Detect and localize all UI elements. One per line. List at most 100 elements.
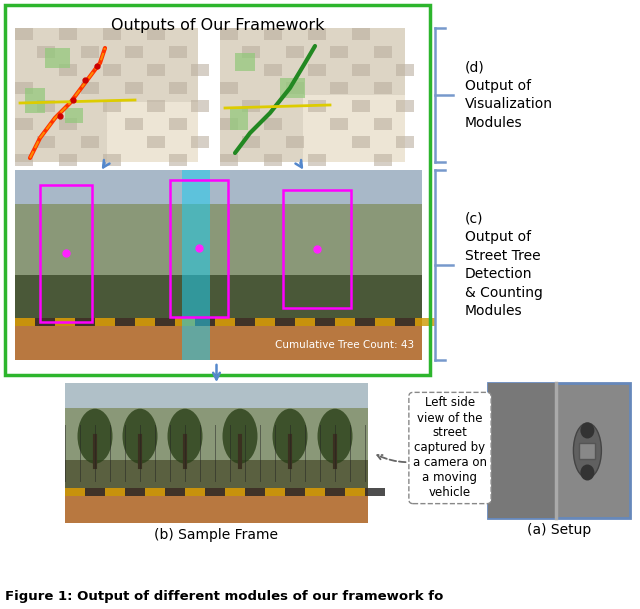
Bar [103,28,121,40]
Text: Figure 1: Output of different modules of our framework fo: Figure 1: Output of different modules of… [5,590,444,603]
Bar [125,488,145,496]
Bar [308,64,326,76]
Bar [579,443,595,459]
Bar [65,383,368,408]
Bar [147,28,165,40]
Bar [286,46,304,58]
Bar [103,154,121,166]
Bar [305,488,325,496]
Text: Outputs of Our Framework: Outputs of Our Framework [111,18,324,33]
Bar [303,95,405,162]
Bar [15,28,198,162]
Bar [415,318,435,326]
Ellipse shape [580,423,595,438]
Bar [15,318,35,326]
Bar [65,488,368,523]
Bar [95,318,115,326]
Bar [255,318,275,326]
Bar [345,488,365,496]
Bar [40,185,92,322]
Bar [15,118,33,130]
Bar [169,82,187,94]
Bar [115,318,135,326]
Bar [220,28,405,162]
Bar [374,154,392,166]
Bar [147,64,165,76]
Bar [75,318,95,326]
Text: (c)
Output of
Street Tree
Detection
& Counting
Modules: (c) Output of Street Tree Detection & Co… [465,212,543,318]
Bar [235,318,255,326]
Bar [45,48,70,68]
Bar [59,64,77,76]
Bar [352,136,370,148]
Bar [169,46,187,58]
Bar [264,28,282,40]
Bar [135,318,155,326]
Bar [169,154,187,166]
Bar [488,383,556,518]
Bar [295,318,315,326]
Text: (a) Setup: (a) Setup [527,523,591,537]
Bar [205,488,225,496]
Bar [81,46,99,58]
Bar [265,488,285,496]
Bar [147,100,165,112]
Bar [59,28,77,40]
Bar [220,154,238,166]
Bar [165,488,185,496]
Bar [325,488,345,496]
Bar [220,28,238,40]
Bar [5,5,430,375]
Bar [374,118,392,130]
Bar [169,118,187,130]
Ellipse shape [77,409,113,463]
Bar [125,82,143,94]
Bar [15,82,33,94]
Bar [286,136,304,148]
Text: (b) Sample Frame: (b) Sample Frame [154,528,278,542]
Bar [264,118,282,130]
Bar [15,28,33,40]
Bar [15,154,33,166]
Bar [374,46,392,58]
Bar [125,118,143,130]
Bar [220,118,238,130]
Bar [145,488,165,496]
Bar [81,136,99,148]
Bar [308,100,326,112]
Bar [65,383,368,460]
Bar [308,28,326,40]
Bar [191,136,209,148]
Bar [25,88,45,113]
Bar [355,318,375,326]
Bar [15,170,422,204]
Bar [81,82,99,94]
Bar [242,46,260,58]
Bar [37,136,55,148]
Bar [335,318,355,326]
Ellipse shape [122,409,157,463]
Bar [365,488,385,496]
Bar [65,383,368,523]
Bar [396,136,414,148]
Text: Left side
view of the
street
captured by
a camera on
a moving
vehicle: Left side view of the street captured by… [378,396,487,499]
Bar [65,108,83,123]
Bar [59,118,77,130]
Ellipse shape [223,409,257,463]
Bar [352,100,370,112]
Bar [103,64,121,76]
Bar [37,46,55,58]
Bar [230,108,248,130]
Bar [352,28,370,40]
Bar [280,78,305,98]
Bar [286,82,304,94]
Ellipse shape [168,409,202,463]
Bar [55,318,75,326]
Bar [125,46,143,58]
Bar [175,318,195,326]
Bar [65,488,85,496]
Bar [283,190,351,308]
Bar [396,100,414,112]
Bar [220,82,238,94]
Bar [275,318,295,326]
